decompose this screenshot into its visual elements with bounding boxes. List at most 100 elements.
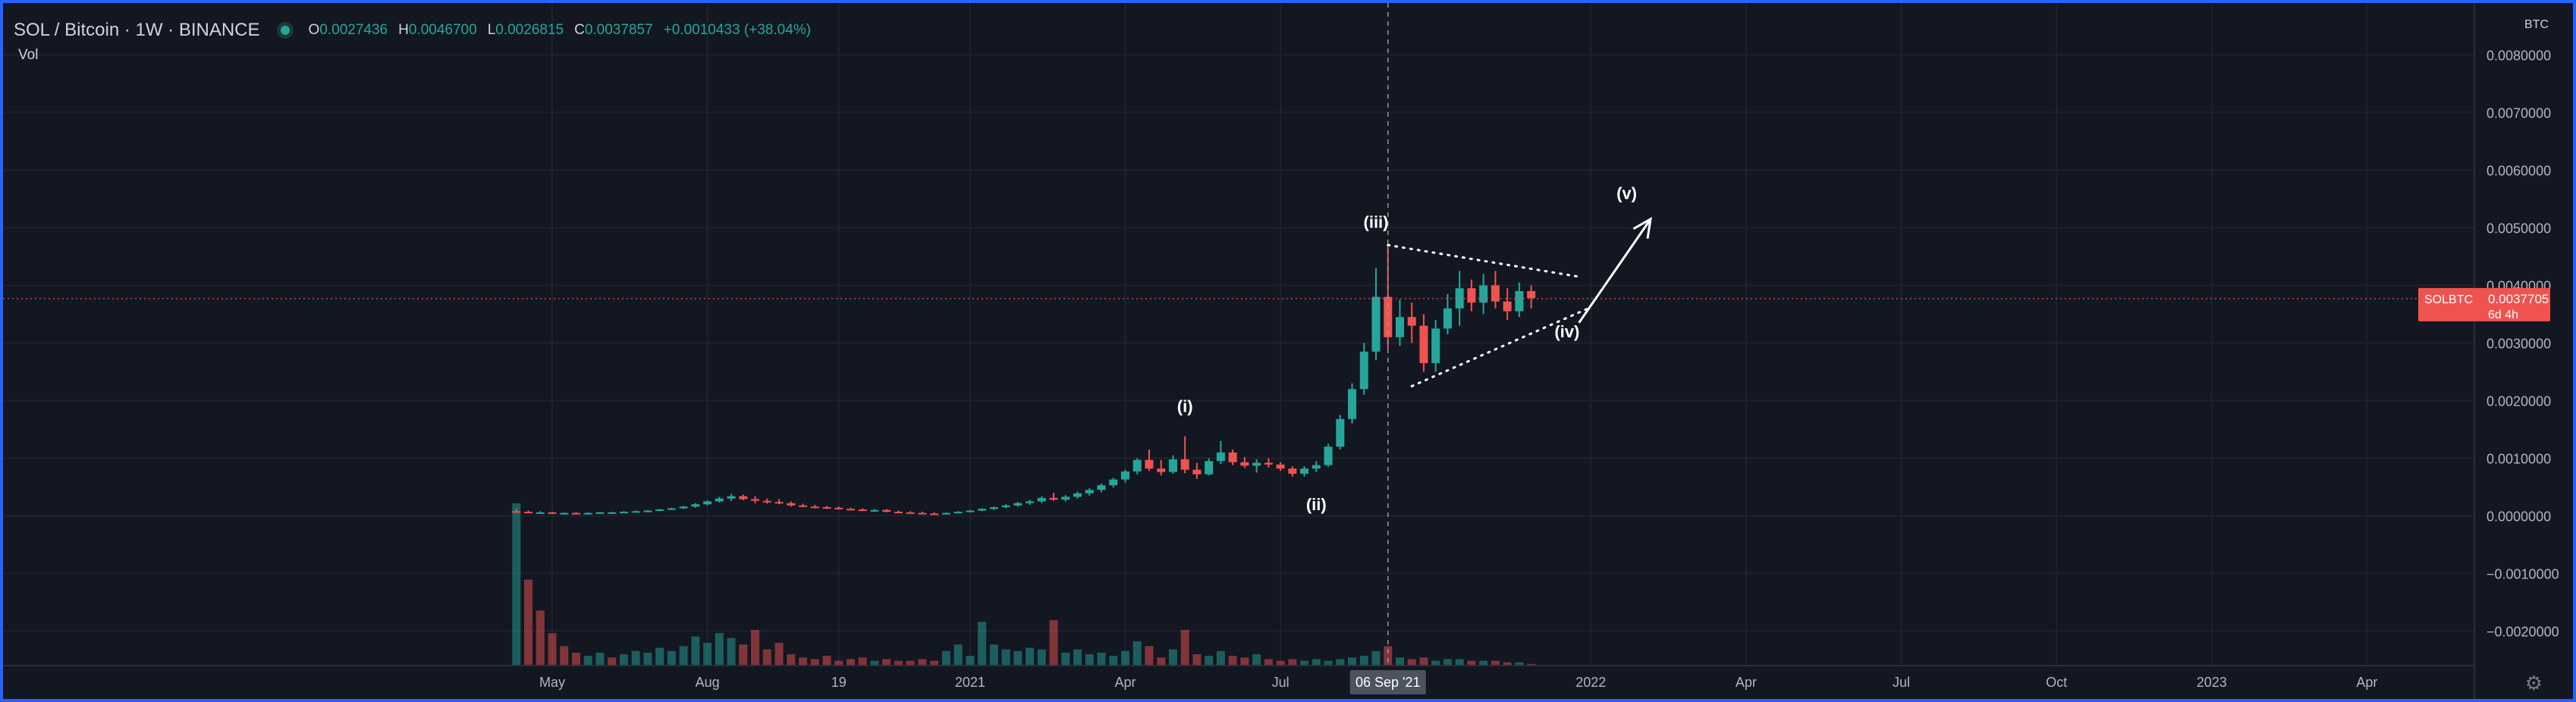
candle-body (774, 502, 784, 504)
volume-bar (1264, 659, 1273, 666)
triangle-trendline[interactable] (1410, 306, 1592, 387)
candle-body (524, 512, 533, 514)
volume-bar (1097, 652, 1106, 666)
y-tick-label: 0.0020000 (2486, 393, 2551, 409)
y-tick-label: 0.0070000 (2486, 105, 2551, 121)
price-label-box (2418, 287, 2550, 321)
candle-body (631, 511, 640, 513)
y-tick-label: −0.0010000 (2486, 566, 2559, 581)
candle-body (1324, 447, 1333, 465)
chart-canvas[interactable]: (i)(ii)(iii)(iv)(v) 0.00800000.00700000.… (3, 3, 2573, 699)
volume-bar (1205, 656, 1214, 666)
volume-bar (834, 660, 843, 666)
volume-bar (1049, 620, 1058, 666)
candle-body (1276, 464, 1285, 469)
volume-bar (1395, 657, 1404, 666)
volume-bar (774, 643, 784, 666)
price-label-value: 0.0037705 (2488, 292, 2549, 306)
candle-body (1336, 418, 1345, 447)
candle-body (595, 512, 605, 514)
volume-bar (1276, 660, 1285, 666)
triangle-trendline[interactable] (1387, 243, 1581, 278)
volume-bar (1300, 660, 1309, 666)
candle-body (1109, 479, 1118, 486)
volume-label[interactable]: Vol (18, 47, 39, 63)
projection-arrow[interactable] (1578, 218, 1652, 324)
wave-label[interactable]: (i) (1177, 397, 1193, 416)
candle-body (1431, 328, 1440, 363)
candle-body (536, 512, 545, 514)
candle-body (1061, 497, 1070, 500)
symbol-title[interactable]: SOL / Bitcoin · 1W · BINANCE (14, 20, 260, 40)
wave-label[interactable]: (v) (1616, 183, 1637, 202)
candle-body (1348, 389, 1357, 419)
low-key: L (487, 22, 496, 38)
candle-body (762, 500, 771, 503)
volume-bar (1359, 656, 1368, 666)
x-tick-label: Apr (2356, 675, 2377, 690)
high-value: 0.0046700 (408, 22, 477, 38)
candle-body (966, 510, 975, 512)
candle-body (739, 496, 748, 500)
volume-bar (536, 610, 545, 666)
volume-bar (691, 636, 700, 666)
currency-badge[interactable]: BTC (2524, 18, 2549, 31)
volume-bar (1479, 660, 1488, 666)
volume-bar (1324, 660, 1333, 666)
volume-bar (953, 644, 963, 666)
volume-bar (679, 646, 688, 666)
wave-label[interactable]: (ii) (1306, 495, 1327, 514)
candle-body (1407, 317, 1416, 326)
volume-bar (1515, 662, 1524, 666)
annotations: (i) (ii) (iii) (iv) (v) (3, 3, 2474, 666)
candle-body (1359, 351, 1368, 390)
candle-body (870, 509, 879, 512)
volume-bar (751, 629, 760, 666)
volume-bar (1013, 650, 1023, 666)
candle-body (989, 507, 998, 509)
x-tick-label: Oct (2046, 675, 2067, 690)
volume-bar (966, 656, 975, 666)
candle-body (643, 510, 652, 512)
symbol-legend[interactable]: SOL / Bitcoin · 1W · BINANCE O0.0027436 … (14, 20, 811, 41)
settings-gear-icon[interactable]: ⚙ (2524, 672, 2543, 694)
volume-bar (619, 654, 628, 666)
candle-body (1503, 301, 1512, 312)
candle-body (1037, 497, 1046, 502)
volume-bar (524, 579, 533, 666)
volume-bar (787, 654, 796, 666)
change-value: +0.0010433 (+38.04%) (663, 22, 812, 38)
volume-bar (1348, 657, 1357, 666)
volume-bar (1026, 647, 1035, 666)
volume-bar (667, 650, 676, 666)
candle-body (799, 505, 808, 507)
volume-bar (1109, 656, 1118, 666)
volume-bar (727, 638, 736, 666)
wave-label[interactable]: (iii) (1364, 212, 1389, 231)
candle-body (930, 513, 939, 516)
volume-bar (1157, 657, 1166, 666)
volume-bar (1145, 646, 1154, 666)
volume-bar (739, 644, 748, 666)
low-value: 0.0026815 (495, 22, 564, 38)
volume-bar (715, 633, 724, 666)
volume-bar (1371, 650, 1381, 666)
volume-bar (608, 657, 617, 666)
volume-pane (512, 503, 1536, 666)
candle-body (667, 508, 676, 510)
volume-bar (703, 643, 712, 666)
candle-body (1527, 291, 1536, 299)
candle-body (1443, 308, 1452, 329)
volume-bar (1228, 656, 1237, 666)
candle-body (1097, 485, 1106, 490)
candle-body (619, 512, 628, 514)
candle-body (1264, 462, 1273, 465)
y-tick-label: 0.0030000 (2486, 336, 2551, 351)
volume-bar (1431, 660, 1440, 666)
wave-label[interactable]: (iv) (1554, 322, 1579, 341)
candle-body (918, 512, 927, 515)
candle-body (787, 503, 796, 506)
x-tick-label: Jul (1893, 675, 1910, 690)
candle-body (822, 507, 831, 509)
x-tick-label: Aug (696, 675, 720, 690)
